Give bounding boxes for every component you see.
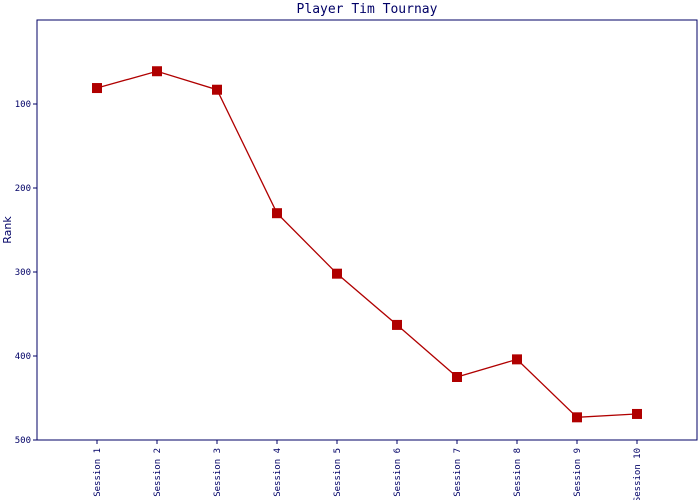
- point-marker: [512, 354, 522, 365]
- x-tick-label: Session 1: [93, 448, 103, 497]
- series-line: [96, 70, 638, 418]
- point-marker: [92, 83, 102, 94]
- y-tick-label: 100: [15, 100, 31, 110]
- x-tick-label: Session 7: [453, 448, 463, 497]
- point-marker: [452, 372, 462, 382]
- x-tick-label: Session 2: [153, 448, 163, 497]
- y-tick-label: 200: [15, 184, 31, 194]
- y-axis-label: Rank: [1, 216, 14, 244]
- chart-title: Player Tim Tournay: [297, 2, 438, 17]
- y-tick-label: 500: [15, 436, 31, 446]
- x-tick-label: Session 10: [633, 448, 643, 500]
- x-tick-label: Session 8: [513, 448, 523, 497]
- x-tick-label: Session 4: [273, 448, 283, 497]
- point-marker: [272, 208, 282, 219]
- x-tick-label: Session 3: [213, 448, 223, 497]
- point-marker: [392, 319, 402, 330]
- point-marker: [332, 268, 342, 279]
- y-tick-label: 300: [15, 268, 31, 278]
- x-tick-label: Session 5: [333, 448, 343, 497]
- x-tick-label: Session 6: [393, 448, 403, 497]
- plot-frame: [36, 19, 698, 441]
- point-marker: [632, 408, 642, 419]
- x-tick-label: Session 9: [573, 448, 583, 497]
- point-marker: [572, 412, 582, 423]
- y-tick-label: 400: [15, 352, 31, 362]
- point-marker: [152, 66, 162, 77]
- point-marker: [212, 84, 222, 95]
